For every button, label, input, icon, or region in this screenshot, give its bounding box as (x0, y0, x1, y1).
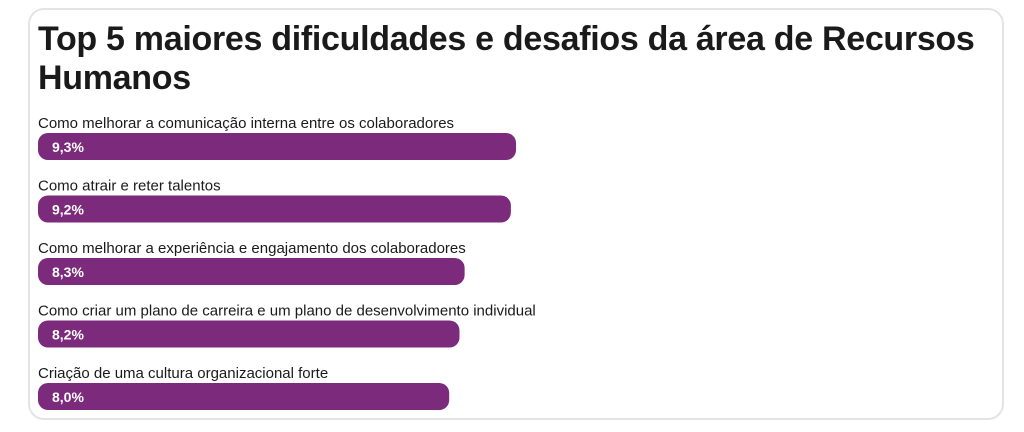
bar-2 (38, 195, 511, 223)
value-label-2: 9,2% (52, 202, 84, 218)
bar-3 (38, 258, 465, 285)
category-label-4: Como criar um plano de carreira e um pla… (38, 303, 536, 320)
bar-1 (38, 133, 517, 160)
value-label-5: 8,0% (52, 389, 84, 405)
category-label-1: Como melhorar a comunicação interna entr… (38, 115, 454, 132)
value-label-1: 9,3% (52, 139, 84, 155)
value-label-4: 8,2% (52, 327, 84, 343)
chart-title: Top 5 maiores dificuldades e desafios da… (38, 20, 975, 97)
bar-5 (38, 383, 450, 410)
bars-layer: Como melhorar a comunicação interna entr… (38, 115, 536, 410)
category-label-3: Como melhorar a experiência e engajament… (38, 240, 466, 257)
category-label-2: Como atrair e reter talentos (38, 178, 221, 195)
value-label-3: 8,3% (52, 264, 84, 280)
category-label-5: Criação de uma cultura organizacional fo… (38, 365, 328, 382)
bar-4 (38, 320, 460, 348)
